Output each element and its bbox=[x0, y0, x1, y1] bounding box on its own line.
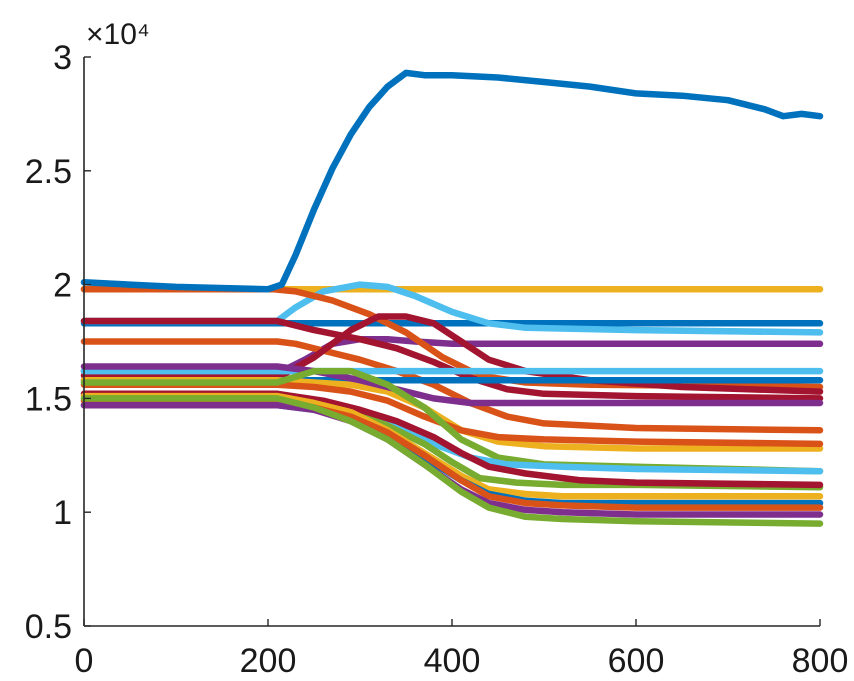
ticks-layer: 0 200 400 600 800 0.5 1 1.5 2 2.5 3 bbox=[25, 39, 849, 680]
series-line-13 bbox=[80, 363, 824, 407]
y-tick-label: 3 bbox=[53, 39, 72, 77]
series-line-3 bbox=[80, 281, 824, 336]
series-line-22 bbox=[80, 395, 824, 527]
series-line-17 bbox=[80, 390, 824, 489]
y-tick-label: 2 bbox=[53, 267, 72, 305]
series-line-23 bbox=[80, 69, 824, 293]
x-tick-label: 600 bbox=[608, 642, 665, 680]
y-tick-label: 1 bbox=[53, 494, 72, 532]
y-tick-label: 2.5 bbox=[25, 153, 72, 191]
series-line-12 bbox=[80, 381, 824, 448]
series-layer bbox=[80, 69, 824, 527]
y-exponent-label: ×10⁴ bbox=[86, 18, 150, 51]
series-line-8 bbox=[80, 317, 824, 402]
x-tick-label: 800 bbox=[792, 642, 849, 680]
y-tick-label: 1.5 bbox=[25, 380, 72, 418]
x-tick-label: 400 bbox=[424, 642, 481, 680]
x-tick-label: 200 bbox=[240, 642, 297, 680]
x-tick-label: 0 bbox=[75, 642, 94, 680]
y-tick-label: 0.5 bbox=[25, 608, 72, 646]
